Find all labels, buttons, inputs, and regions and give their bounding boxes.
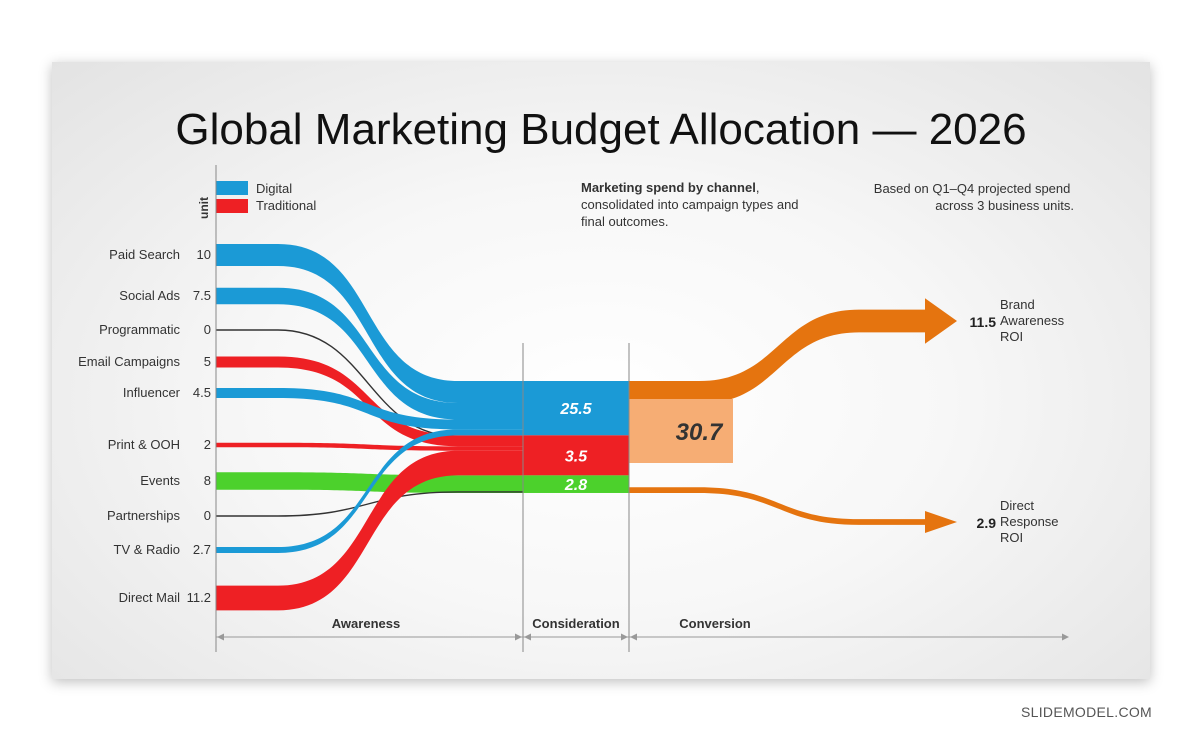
flow-tv-radio [216,429,523,553]
source-value-print-ooh: 2 [204,437,211,452]
slide: Global Marketing Budget Allocation — 202… [52,62,1150,679]
source-value-influencer: 4.5 [193,385,211,400]
stage-label-conversion: Conversion [679,616,751,631]
axis-arrow-right-1 [515,633,522,641]
source-value-direct-mail: 11.2 [187,590,211,605]
source-label-programmatic: Programmatic [99,322,180,337]
source-value-email-campaigns: 5 [204,354,211,369]
outcome-label-2-line1: Direct [1000,498,1034,513]
mark-layer: Paid Search 10 Social Ads 7.5 Programmatic 0 E… [78,165,1069,652]
flow-partnerships [216,491,523,517]
outcome-value-2: 2.9 [977,515,997,531]
flow-print-ooh [216,442,523,451]
legend-swatch-traditional [216,199,248,213]
outcome-arrow-1 [629,298,957,404]
note-center-comma: , [756,180,760,195]
note-center-line3: final outcomes. [581,214,668,229]
outcome-label-1-line3: ROI [1000,329,1023,344]
outcome-label-1-line1: Brand [1000,297,1035,312]
legend-label-traditional: Traditional [256,198,316,213]
source-value-events: 8 [204,473,211,488]
source-label-print-ooh: Print & OOH [108,437,180,452]
middle-bar-traditional [523,435,629,476]
note-right-line2: across 3 business units. [935,198,1074,213]
middle-value-traditional: 3.5 [565,448,588,465]
legend-swatch-digital [216,181,248,195]
total-value: 30.7 [676,419,724,446]
slide-title: Global Marketing Budget Allocation — 202… [175,105,1026,154]
axis-arrow-right-2 [621,633,628,641]
middle-bar-green [523,475,629,493]
source-label-tv-radio: TV & Radio [114,542,180,557]
note-right: Based on Q1–Q4 projected spend across 3 … [874,181,1074,213]
sankey-diagram: Global Marketing Budget Allocation — 202… [78,105,1074,652]
source-value-programmatic: 0 [204,322,211,337]
note-right-line1: Based on Q1–Q4 projected spend [874,181,1071,196]
note-center-bold: Marketing spend by channel [581,180,756,195]
note-center: Marketing spend by channel, consolidated… [581,180,802,229]
source-label-partnerships: Partnerships [107,508,180,523]
source-label-paid-search: Paid Search [109,247,180,262]
flow-email-campaigns [216,356,523,447]
flow-paid-search [216,244,523,403]
source-label-direct-mail: Direct Mail [119,590,181,605]
source-value-tv-radio: 2.7 [193,542,211,557]
outcome-label-2-line3: ROI [1000,530,1023,545]
source-value-social-ads: 7.5 [193,288,211,303]
axis-arrow-right-3 [1062,633,1069,641]
total-box [629,399,733,463]
source-label-email-campaigns: Email Campaigns [78,354,180,369]
axis-arrow-left-1 [217,633,224,641]
flow-social-ads [216,287,523,420]
legend-label-digital: Digital [256,181,292,196]
middle-value-digital: 25.5 [559,401,592,418]
source-label-influencer: Influencer [123,385,181,400]
legend: unit Digital Traditional [197,181,316,219]
outcome-arrow-2 [629,487,957,533]
outcome-value-1: 11.5 [970,314,997,330]
axis-arrow-left-2 [524,633,531,641]
flow-influencer [216,388,523,430]
source-value-partnerships: 0 [204,508,211,523]
flow-events [216,472,523,493]
flow-direct-mail [216,450,523,611]
unit-label: unit [197,197,211,219]
outcome-label-2-line2: Response [1000,514,1059,529]
flow-layer [216,244,957,611]
source-value-paid-search: 10 [197,247,211,262]
footer-brand: SLIDEMODEL.COM [1021,704,1152,720]
source-label-events: Events [140,473,180,488]
middle-bar-digital [523,381,629,436]
outcome-label-1-line2: Awareness [1000,313,1065,328]
axis-arrow-left-3 [630,633,637,641]
source-label-social-ads: Social Ads [119,288,180,303]
note-center-line2: consolidated into campaign types and [581,197,799,212]
stage-label-consideration: Consideration [532,616,619,631]
middle-value-green: 2.8 [564,477,587,494]
stage-label-awareness: Awareness [332,616,400,631]
